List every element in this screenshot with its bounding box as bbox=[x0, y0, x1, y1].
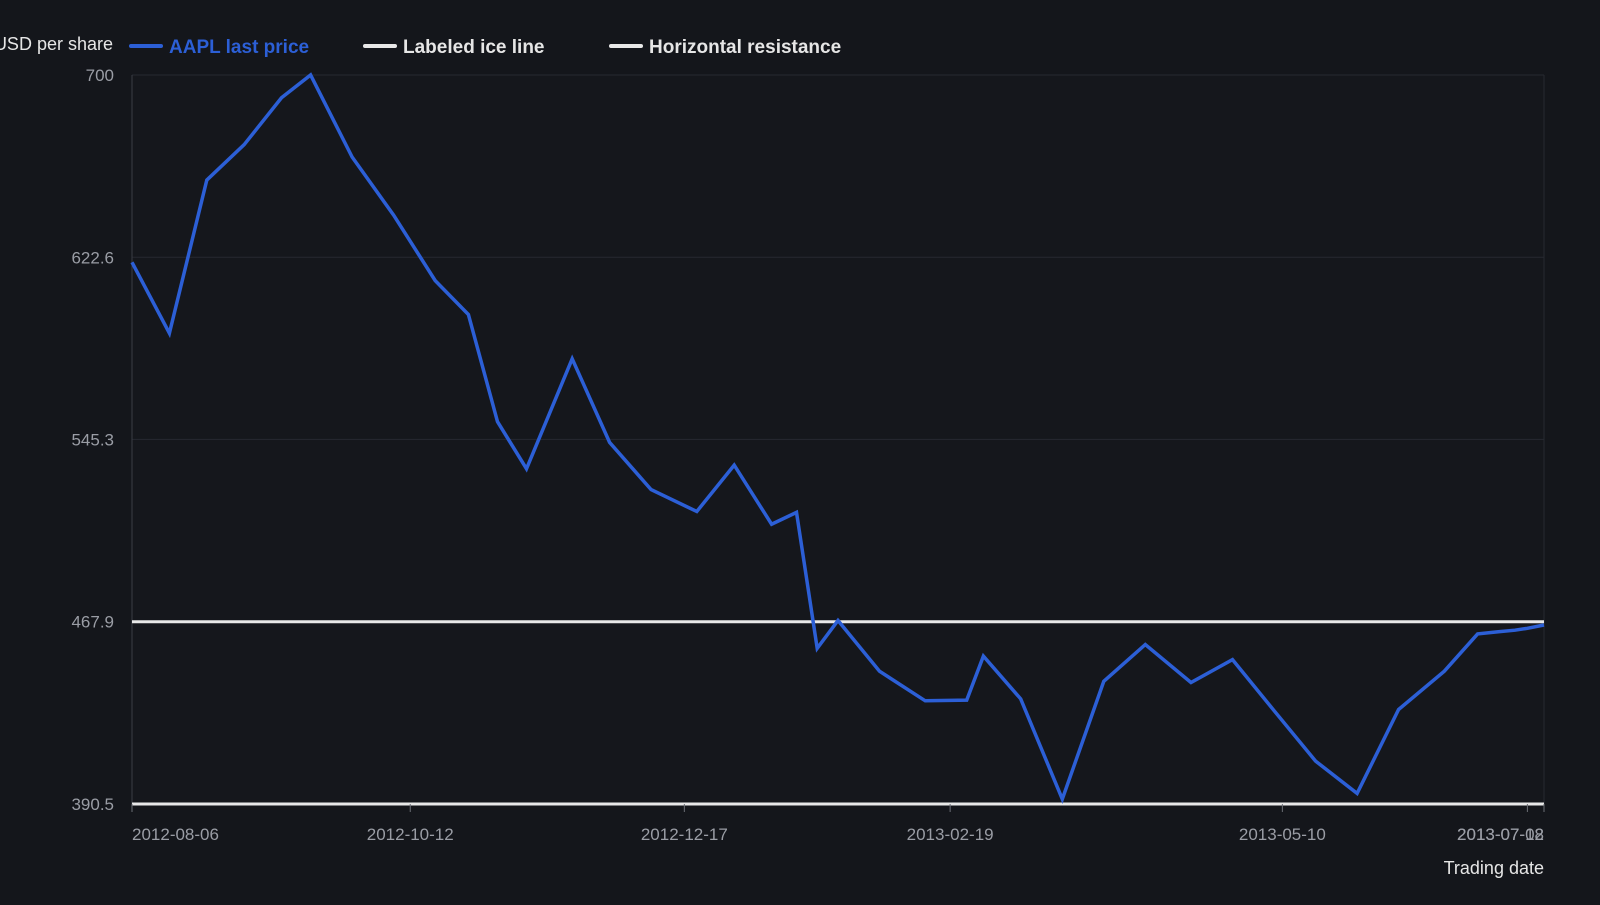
x-tick-label: 2013-07-08 bbox=[1457, 825, 1544, 844]
y-tick-label: 622.6 bbox=[71, 248, 114, 267]
x-tick-label: 2012-08-06 bbox=[132, 825, 219, 844]
legend-item-aapl-label[interactable]: AAPL last price bbox=[169, 37, 309, 58]
y-tick-label: 467.9 bbox=[71, 613, 114, 632]
x-tick-label: 2012-10-12 bbox=[367, 825, 454, 844]
legend-item-ice-line-label[interactable]: Labeled ice line bbox=[403, 37, 545, 58]
y-axis-title: USD per share bbox=[0, 34, 113, 54]
x-tick-label: 2013-07-12 bbox=[1457, 825, 1544, 844]
y-tick-label: 700 bbox=[86, 66, 114, 85]
legend-item-resistance-label[interactable]: Horizontal resistance bbox=[649, 37, 841, 58]
x-tick-label: 2012-12-17 bbox=[641, 825, 728, 844]
y-tick-label: 390.5 bbox=[71, 795, 114, 814]
y-tick-label: 545.3 bbox=[71, 430, 114, 449]
x-axis-title: Trading date bbox=[1444, 858, 1544, 878]
x-tick-label: 2013-02-19 bbox=[907, 825, 994, 844]
series-line-aapl bbox=[130, 72, 1545, 804]
x-tick-label: 2013-05-10 bbox=[1239, 825, 1326, 844]
